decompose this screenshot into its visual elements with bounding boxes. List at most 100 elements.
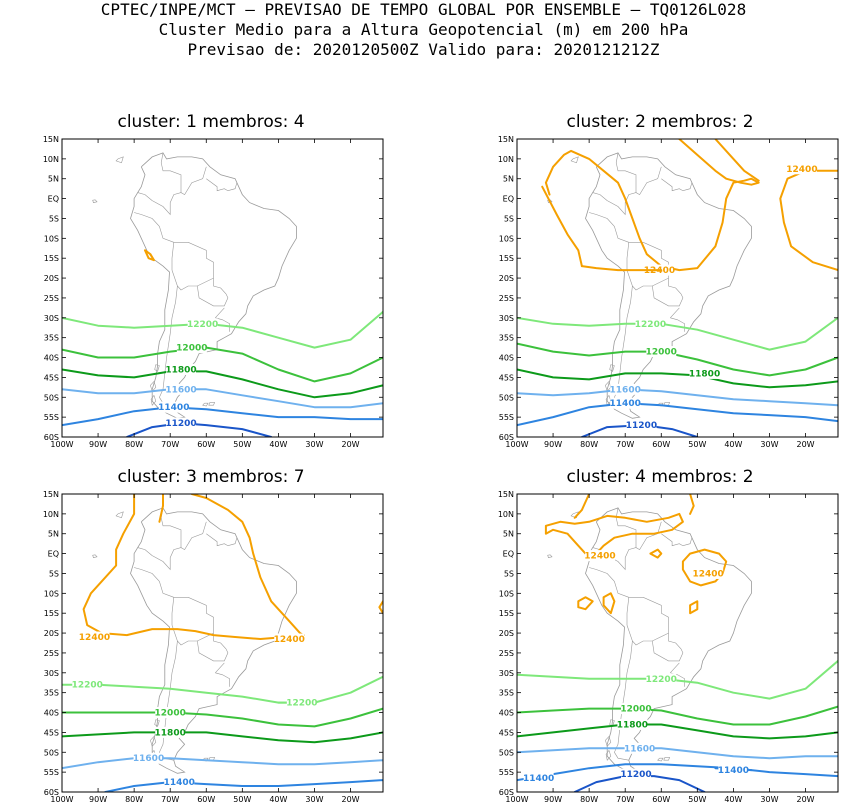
country-border bbox=[206, 533, 238, 547]
contour-label-11800: 11800 bbox=[617, 720, 648, 730]
panel-title: cluster: 4 membros: 2 bbox=[566, 467, 754, 487]
x-tick-label: 30W bbox=[305, 440, 323, 449]
island-outline bbox=[202, 402, 209, 407]
y-tick-label: 20S bbox=[499, 274, 514, 283]
contour-label-12200: 12200 bbox=[635, 320, 666, 330]
contour-label-bg bbox=[176, 342, 207, 354]
contour-label-12200: 12200 bbox=[187, 320, 218, 330]
country-border bbox=[592, 192, 608, 201]
contour-label-bg bbox=[72, 679, 103, 691]
country-border bbox=[615, 152, 637, 193]
country-border bbox=[589, 212, 629, 243]
y-tick-label: 15N bbox=[43, 490, 59, 499]
contour-line-12200 bbox=[517, 659, 838, 700]
contour-label-11600: 11600 bbox=[624, 744, 655, 754]
contour-label-12400: 12400 bbox=[644, 266, 675, 276]
contour-label-11800: 11800 bbox=[165, 365, 196, 375]
contour-label-12400: 12400 bbox=[786, 165, 817, 175]
contour-label-bg bbox=[286, 697, 317, 709]
y-tick-label: 25S bbox=[499, 649, 514, 658]
country-border bbox=[215, 317, 230, 332]
x-tick-label: 40W bbox=[724, 440, 742, 449]
contour-label-bg bbox=[646, 673, 677, 685]
contour-label-bg bbox=[584, 550, 615, 562]
island-outline bbox=[605, 750, 612, 761]
contour-line-12400 bbox=[82, 494, 305, 640]
x-tick-label: 20W bbox=[341, 795, 359, 803]
y-tick-label: 30S bbox=[499, 314, 514, 323]
y-tick-label: 15S bbox=[499, 609, 514, 618]
contour-line-11800 bbox=[517, 368, 838, 389]
contour-label-bg bbox=[624, 742, 655, 754]
contour-label-bg bbox=[133, 752, 164, 764]
contour-label-12200: 12200 bbox=[72, 681, 103, 691]
contour-label-bg bbox=[610, 397, 641, 409]
contour-line-11200 bbox=[125, 422, 273, 437]
y-tick-label: 15S bbox=[44, 609, 59, 618]
x-tick-label: 30W bbox=[305, 795, 323, 803]
island-outline bbox=[150, 395, 157, 406]
country-border bbox=[160, 152, 182, 193]
map-cluster-1: 12200 12000 11800 11600 11400 11200 100W 90W 80W… bbox=[43, 135, 384, 449]
contour-line-11400 bbox=[517, 402, 838, 427]
x-tick-label: 80W bbox=[125, 795, 143, 803]
y-tick-label: 35S bbox=[499, 334, 514, 343]
contour-line-12400 bbox=[602, 592, 616, 615]
y-tick-label: 30S bbox=[44, 314, 59, 323]
country-border bbox=[670, 662, 680, 674]
y-tick-label: 55S bbox=[44, 413, 59, 422]
x-tick-label: 50W bbox=[233, 440, 251, 449]
contour-line-12400 bbox=[580, 265, 663, 272]
coastline bbox=[130, 507, 297, 774]
country-border bbox=[171, 597, 214, 646]
contour-line-12400 bbox=[779, 169, 838, 272]
contour-label-bg bbox=[274, 633, 305, 645]
y-tick-label: 60S bbox=[44, 433, 59, 442]
contour-label-12400: 12400 bbox=[693, 569, 724, 579]
country-border bbox=[171, 242, 214, 291]
x-tick-label: 80W bbox=[580, 440, 598, 449]
y-tick-label: 5N bbox=[48, 530, 59, 539]
map-layer: 12400 12400 12200 12200 12000 11800 11600 11400 bbox=[62, 494, 383, 792]
panel-cluster-4: cluster: 4 membros: 2 12400 12400 12200 120… bbox=[455, 467, 847, 803]
contour-label-12000: 12000 bbox=[155, 709, 186, 719]
country-border bbox=[206, 178, 238, 192]
contour-label-12400: 12400 bbox=[584, 552, 615, 562]
contour-label-bg bbox=[166, 417, 197, 429]
contour-line-12200 bbox=[62, 675, 383, 704]
x-tick-label: 30W bbox=[760, 795, 778, 803]
contour-line-12400 bbox=[378, 600, 383, 615]
x-tick-label: 70W bbox=[616, 440, 634, 449]
x-tick-label: 100W bbox=[505, 440, 528, 449]
island-outline bbox=[570, 156, 579, 164]
contour-label-12200: 12200 bbox=[646, 675, 677, 685]
contour-line-12000 bbox=[517, 705, 838, 726]
y-tick-label: 10N bbox=[498, 155, 514, 164]
country-border bbox=[134, 212, 174, 243]
contour-line-11600 bbox=[62, 757, 383, 770]
contour-label-11200: 11200 bbox=[165, 419, 196, 429]
header-line-1: CPTEC/INPE/MCT – PREVISAO DE TEMPO GLOBA… bbox=[100, 0, 747, 19]
x-tick-label: 40W bbox=[724, 795, 742, 803]
x-tick-label: 90W bbox=[89, 440, 107, 449]
contour-label-bg bbox=[79, 631, 110, 643]
y-tick-label: 5N bbox=[48, 175, 59, 184]
contour-label-bg bbox=[523, 772, 554, 784]
contour-label-11600: 11600 bbox=[133, 754, 164, 764]
y-tick-label: 5S bbox=[504, 569, 514, 578]
y-tick-label: 10S bbox=[44, 589, 59, 598]
contour-line-12400 bbox=[681, 548, 728, 587]
island-outline bbox=[154, 364, 160, 372]
x-tick-label: 70W bbox=[616, 795, 634, 803]
y-tick-label: 45S bbox=[499, 373, 514, 382]
x-tick-label: 60W bbox=[197, 440, 215, 449]
contour-label-11600: 11600 bbox=[610, 385, 641, 395]
x-tick-label: 50W bbox=[233, 795, 251, 803]
y-tick-label: 60S bbox=[499, 788, 514, 797]
y-tick-label: EQ bbox=[503, 550, 514, 559]
plot-frame bbox=[61, 138, 384, 438]
island-outline bbox=[663, 757, 671, 761]
country-border bbox=[661, 178, 693, 192]
y-tick-label: 10N bbox=[43, 510, 59, 519]
y-tick-label: 50S bbox=[44, 393, 59, 402]
